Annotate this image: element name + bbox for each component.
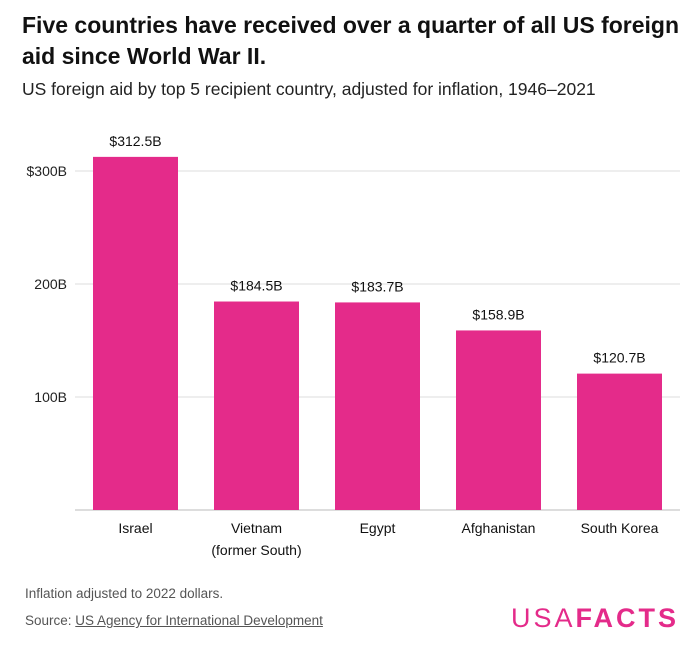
x-tick-label: Afghanistan: [462, 520, 536, 536]
data-label: $158.9B: [472, 306, 524, 322]
data-label: $184.5B: [230, 278, 282, 294]
y-tick-label: $300B: [27, 163, 67, 179]
source-line: Source: US Agency for International Deve…: [25, 613, 323, 628]
x-tick-label: Israel: [118, 520, 152, 536]
x-axis-ticks: Israel Vietnam (former South) Egypt Afghanis…: [118, 520, 658, 558]
bar: [214, 301, 299, 510]
logo-usa: USA: [510, 603, 576, 633]
source-link[interactable]: US Agency for International Development: [75, 613, 323, 628]
x-tick-label: Vietnam: [231, 520, 282, 536]
y-axis-ticks: 100B 200B $300B: [27, 163, 67, 405]
bar: [456, 330, 541, 510]
data-label: $120.7B: [593, 350, 645, 366]
x-tick-label: South Korea: [581, 520, 659, 536]
source-prefix: Source:: [25, 613, 76, 628]
data-labels: $312.5B $184.5B $183.7B $158.9B $120.7B: [109, 133, 645, 366]
usafacts-logo: USAFACTS: [511, 603, 679, 634]
footnote: Inflation adjusted to 2022 dollars.: [25, 586, 224, 601]
bar: [577, 373, 662, 510]
data-label: $312.5B: [109, 133, 161, 149]
bar: [335, 302, 420, 510]
y-tick-label: 100B: [34, 389, 67, 405]
bars: [93, 156, 662, 510]
chart-subtitle: US foreign aid by top 5 recipient countr…: [22, 79, 596, 99]
logo-facts: FACTS: [575, 603, 679, 633]
x-tick-label: Egypt: [360, 520, 396, 536]
chart-title: Five countries have received over a quar…: [22, 12, 680, 69]
x-tick-label: (former South): [211, 542, 301, 558]
bar-chart: $312.5B $184.5B $183.7B $158.9B $120.7B 100B…: [27, 133, 680, 558]
data-label: $183.7B: [351, 278, 403, 294]
bar: [93, 156, 178, 510]
y-tick-label: 200B: [34, 276, 67, 292]
